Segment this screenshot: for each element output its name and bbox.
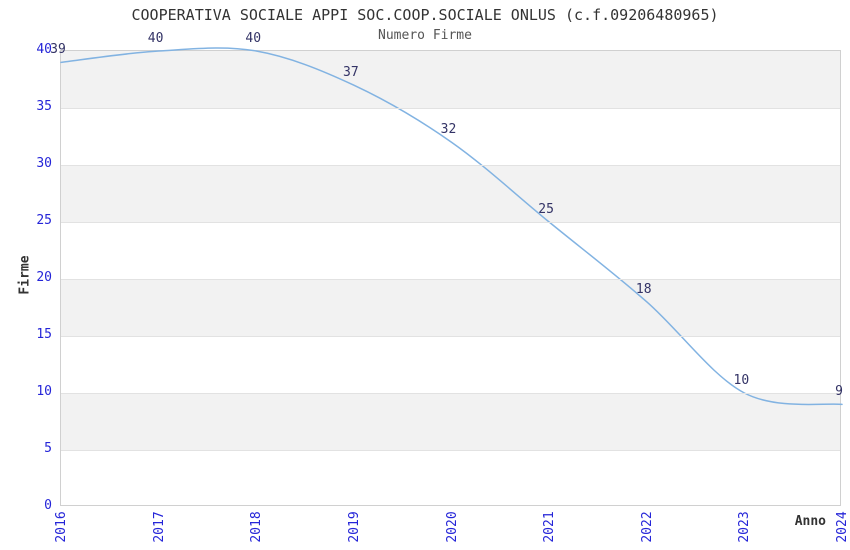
gridline <box>61 392 840 394</box>
gridline <box>61 278 840 280</box>
y-tick-label: 35 <box>36 99 52 114</box>
data-label: 18 <box>635 281 652 297</box>
y-tick-label: 40 <box>36 42 52 57</box>
data-label: 40 <box>147 31 164 46</box>
y-tick-label: 20 <box>36 270 52 285</box>
y-tick-label: 0 <box>44 498 52 513</box>
line-series-svg <box>60 47 843 406</box>
y-tick-label: 5 <box>44 441 52 456</box>
data-label: 32 <box>440 122 457 138</box>
x-tick-label: 2018 <box>249 511 265 543</box>
gridline <box>61 335 840 337</box>
y-tick-label: 25 <box>36 213 52 228</box>
x-tick-label: 2022 <box>639 511 655 543</box>
gridline <box>61 107 840 109</box>
x-tick-label: 2021 <box>542 511 558 543</box>
gridline <box>61 164 840 166</box>
x-tick-label: 2020 <box>444 511 460 543</box>
y-axis-title: Firme <box>17 255 33 295</box>
x-tick-label: 2019 <box>346 511 362 543</box>
data-label: 25 <box>538 202 554 217</box>
x-axis-title: Anno <box>794 514 826 529</box>
y-tick-label: 15 <box>36 327 52 342</box>
y-tick-label: 10 <box>36 384 52 399</box>
chart-title: COOPERATIVA SOCIALE APPI SOC.COOP.SOCIAL… <box>131 6 719 24</box>
y-tick-label: 30 <box>36 156 52 171</box>
data-label: 10 <box>733 373 750 388</box>
chart-subtitle: Numero Firme <box>378 28 472 43</box>
gridline <box>61 221 840 223</box>
plot-area: 39 40 40 37 32 25 18 10 9 <box>50 32 843 506</box>
data-label: 39 <box>50 42 66 58</box>
x-tick-label: 2024 <box>835 511 850 543</box>
x-tick-label: 2023 <box>737 511 753 543</box>
data-label: 37 <box>343 65 359 81</box>
x-tick-label: 2016 <box>54 511 69 543</box>
gridline <box>61 449 840 451</box>
line-series-path <box>60 47 843 406</box>
data-label: 9 <box>835 384 843 400</box>
x-tick-label: 2017 <box>151 511 167 543</box>
data-label: 40 <box>245 31 262 46</box>
